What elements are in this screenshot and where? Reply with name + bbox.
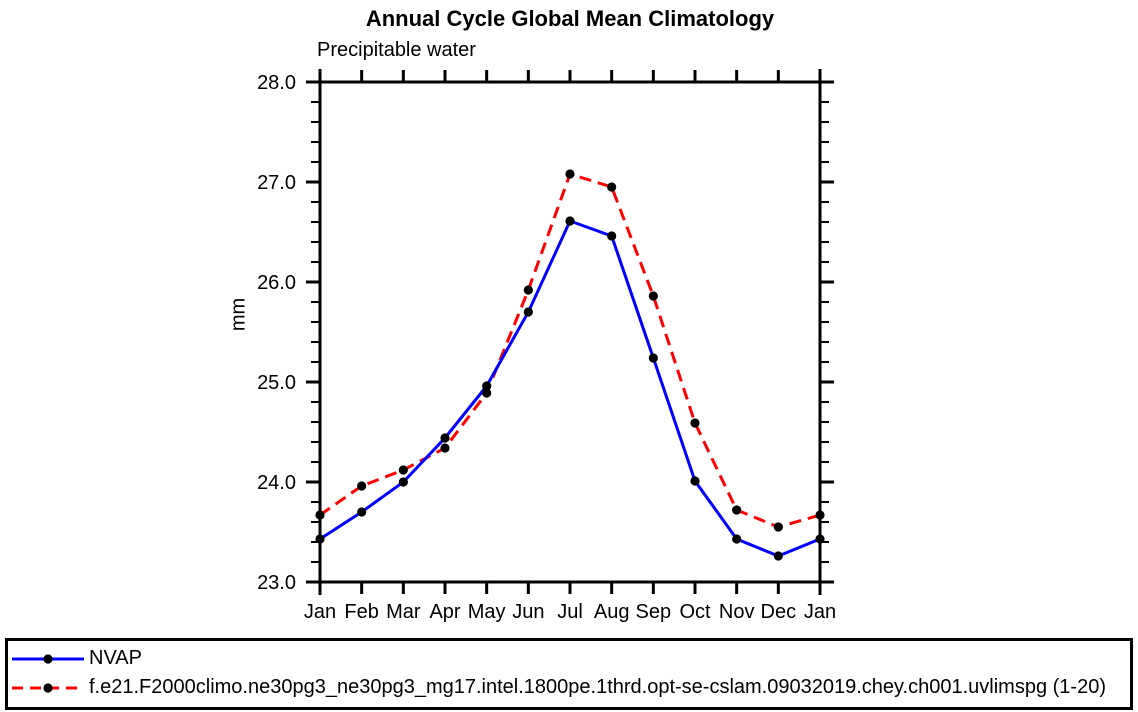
data-point-marker [482,388,492,398]
legend-box: NVAP f.e21.F2000climo.ne30pg3_ne30pg3_mg… [5,638,1133,710]
data-point-marker [773,522,783,532]
x-tick-label: Oct [679,601,711,623]
chart-subtitle: Precipitable water [317,39,476,61]
legend-sample-model [12,682,84,693]
data-point-marker [815,534,825,544]
y-tick-label: 24.0 [257,472,296,494]
x-tick-label: Jan [804,601,836,623]
legend-marker-sample [43,653,53,664]
x-tick-label: Aug [594,601,630,623]
x-tick-label: Nov [719,601,755,623]
x-tick-label: Jul [557,601,583,623]
data-point-marker [607,182,617,192]
data-point-marker [398,477,408,487]
data-point-marker [690,418,700,428]
x-tick-label: Feb [344,601,378,623]
data-point-marker [523,307,533,317]
chart-title: Annual Cycle Global Mean Climatology [365,6,775,31]
x-tick-label: Sep [636,601,672,623]
x-tick-label: Jan [304,601,336,623]
data-point-marker [523,285,533,295]
data-point-marker [648,291,658,301]
x-tick-label: Mar [386,601,421,623]
y-tick-label: 27.0 [257,172,296,194]
y-tick-label: 28.0 [257,72,296,94]
data-point-marker [690,476,700,486]
series-line-model [319,172,821,529]
data-point-marker [315,534,325,544]
data-point-marker [440,433,450,443]
legend-label-model: f.e21.F2000climo.ne30pg3_ne30pg3_mg17.in… [89,676,1106,698]
x-tick-label: Apr [429,601,460,623]
data-point-marker [565,216,575,226]
data-point-marker [607,231,617,241]
data-point-marker [357,481,367,491]
data-point-marker [648,353,658,363]
data-point-marker [398,465,408,475]
data-point-marker [773,551,783,561]
series-line-nvap [319,219,821,558]
data-point-marker [357,507,367,517]
data-point-marker [565,169,575,179]
x-tick-label: Dec [761,601,797,623]
data-point-marker [815,510,825,520]
data-point-marker [732,505,742,515]
y-tick-label: 23.0 [257,572,296,594]
plot-area: 23.0 24.0 25.0 26.0 27.0 28.0 Jan Feb Mar Apr May J… [257,69,836,623]
legend-marker-sample [43,682,53,693]
y-tick-label: 26.0 [257,272,296,294]
legend-sample-nvap [12,653,84,664]
y-tick-label: 25.0 [257,372,296,394]
x-tick-label: Jun [512,601,544,623]
legend-label-nvap: NVAP [89,647,142,669]
data-point-marker [315,510,325,520]
data-point-marker [440,443,450,453]
legend-item-model: f.e21.F2000climo.ne30pg3_ne30pg3_mg17.in… [8,673,1130,702]
legend-item-nvap: NVAP [8,644,1130,673]
x-tick-label: May [468,601,506,623]
data-point-marker [732,534,742,544]
data-point-marker [482,381,492,391]
